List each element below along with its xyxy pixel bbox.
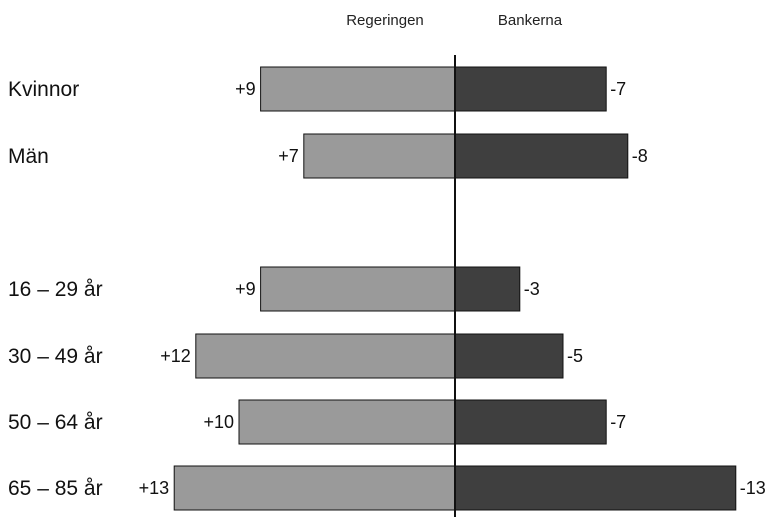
value-label-regeringen-kvinnor: +9 bbox=[235, 79, 256, 99]
value-label-regeringen-m-n: +7 bbox=[278, 146, 299, 166]
category-label-16-29-r: 16 – 29 år bbox=[8, 278, 103, 301]
bar-regeringen-30-49-r bbox=[195, 333, 456, 379]
bar-regeringen-16-29-r bbox=[260, 266, 456, 312]
value-label-regeringen-30-49-r: +12 bbox=[160, 346, 191, 366]
legend: Regeringen Bankerna bbox=[346, 12, 563, 29]
bar-bankerna-65-85-r bbox=[454, 465, 737, 511]
value-label-bankerna-65-85-r: -13 bbox=[740, 478, 766, 498]
value-label-regeringen-16-29-r: +9 bbox=[235, 279, 256, 299]
bar-regeringen-50-64-r bbox=[238, 399, 456, 445]
bar-regeringen-65-85-r bbox=[173, 465, 456, 511]
bar-bankerna-16-29-r bbox=[454, 266, 521, 312]
bar-bankerna-m-n bbox=[454, 133, 629, 179]
value-label-bankerna-50-64-r: -7 bbox=[610, 412, 626, 432]
legend-regeringen: Regeringen bbox=[346, 12, 424, 29]
value-label-bankerna-30-49-r: -5 bbox=[567, 346, 583, 366]
bar-bankerna-kvinnor bbox=[454, 66, 607, 112]
bar-regeringen-m-n bbox=[303, 133, 456, 179]
value-label-bankerna-m-n: -8 bbox=[632, 146, 648, 166]
value-label-bankerna-16-29-r: -3 bbox=[524, 279, 540, 299]
legend-bankerna: Bankerna bbox=[498, 12, 563, 29]
value-label-regeringen-50-64-r: +10 bbox=[203, 412, 234, 432]
category-label-m-n: Män bbox=[8, 145, 49, 168]
category-label-65-85-r: 65 – 85 år bbox=[8, 477, 103, 500]
bar-bankerna-30-49-r bbox=[454, 333, 564, 379]
category-label-30-49-r: 30 – 49 år bbox=[8, 345, 103, 368]
value-label-regeringen-65-85-r: +13 bbox=[139, 478, 170, 498]
bar-bankerna-50-64-r bbox=[454, 399, 607, 445]
category-label-kvinnor: Kvinnor bbox=[8, 78, 79, 101]
value-label-bankerna-kvinnor: -7 bbox=[610, 79, 626, 99]
bars-group: Kvinnor +9 -7 Män +7 -8 16 – 29 år +9 -3 30 – 49 … bbox=[8, 66, 766, 511]
bar-regeringen-kvinnor bbox=[260, 66, 456, 112]
category-label-50-64-r: 50 – 64 år bbox=[8, 411, 103, 434]
